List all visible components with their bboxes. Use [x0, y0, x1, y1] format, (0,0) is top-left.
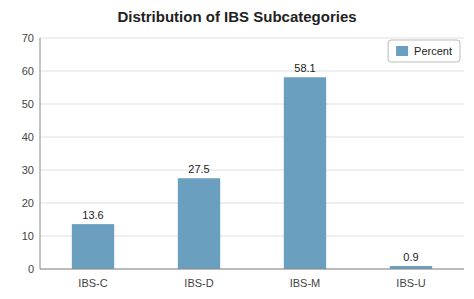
legend: Percent: [388, 40, 460, 62]
legend-swatch: [396, 46, 408, 56]
y-tick-label: 0: [28, 263, 34, 275]
data-label: 0.9: [403, 251, 418, 263]
x-tick-label: IBS-U: [396, 277, 425, 289]
grid-line: [40, 137, 464, 138]
grid-line: [40, 203, 464, 204]
grid-line: [40, 104, 464, 105]
bar: [284, 77, 326, 269]
grid-line: [40, 71, 464, 72]
bar: [72, 224, 114, 269]
y-tick-label: 50: [22, 98, 34, 110]
title: Distribution of IBS Subcategories: [117, 8, 356, 25]
y-tick-label: 40: [22, 131, 34, 143]
legend-frame: [388, 40, 460, 62]
chart: Distribution of IBS Subcategories 0 10 20 30…: [0, 0, 474, 299]
grid-line: [40, 38, 464, 39]
bar: [178, 178, 220, 269]
x-tick-label: IBS-M: [290, 277, 321, 289]
y-tick-label: 10: [22, 230, 34, 242]
y-axis: 0 10 20 30 40 50 60 70: [22, 32, 464, 275]
grid-line: [40, 269, 464, 270]
data-label: 58.1: [294, 62, 315, 74]
y-tick-label: 70: [22, 32, 34, 44]
y-axis-line: [40, 38, 41, 269]
x-axis-line: [40, 269, 464, 270]
x-tick-label: IBS-D: [184, 277, 213, 289]
y-tick-label: 30: [22, 164, 34, 176]
legend-label: Percent: [414, 45, 452, 57]
bars: [72, 77, 432, 269]
y-tick-label: 60: [22, 65, 34, 77]
x-tick-label: IBS-C: [78, 277, 107, 289]
grid-line: [40, 170, 464, 171]
data-label: 27.5: [188, 163, 209, 175]
data-label: 13.6: [82, 209, 103, 221]
y-tick-label: 20: [22, 197, 34, 209]
